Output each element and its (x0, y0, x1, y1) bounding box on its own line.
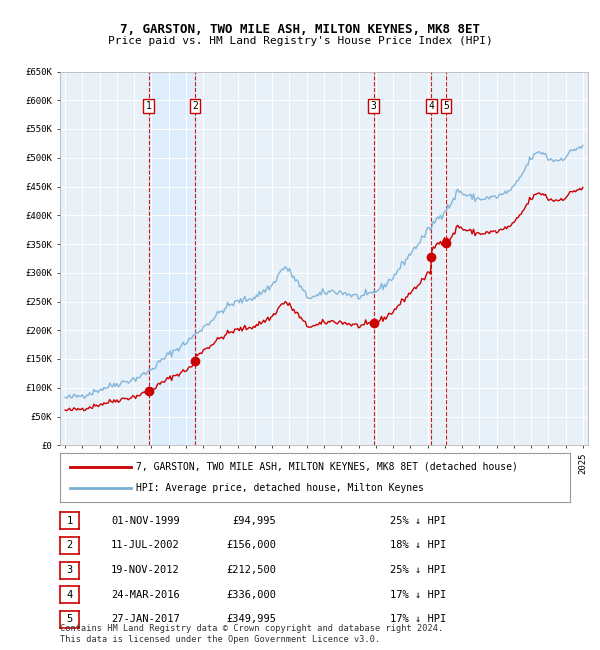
Text: 2: 2 (67, 540, 73, 551)
Text: £156,000: £156,000 (226, 540, 276, 551)
Bar (149, 72, 195, 445)
Text: 27-JAN-2017: 27-JAN-2017 (111, 614, 180, 625)
Text: 1: 1 (146, 101, 151, 111)
Text: 25% ↓ HPI: 25% ↓ HPI (390, 515, 446, 526)
Text: 19-NOV-2012: 19-NOV-2012 (111, 565, 180, 575)
Text: £336,000: £336,000 (226, 590, 276, 600)
Text: £349,995: £349,995 (226, 614, 276, 625)
Text: 24-MAR-2016: 24-MAR-2016 (111, 590, 180, 600)
Text: 17% ↓ HPI: 17% ↓ HPI (390, 614, 446, 625)
Text: Price paid vs. HM Land Registry's House Price Index (HPI): Price paid vs. HM Land Registry's House … (107, 36, 493, 46)
Text: 3: 3 (67, 565, 73, 575)
Text: 4: 4 (428, 101, 434, 111)
Text: 2: 2 (192, 101, 198, 111)
Text: 5: 5 (443, 101, 449, 111)
Text: 17% ↓ HPI: 17% ↓ HPI (390, 590, 446, 600)
Text: 3: 3 (371, 101, 377, 111)
Text: Contains HM Land Registry data © Crown copyright and database right 2024.
This d: Contains HM Land Registry data © Crown c… (60, 624, 443, 644)
Text: 1: 1 (67, 515, 73, 526)
Text: 18% ↓ HPI: 18% ↓ HPI (390, 540, 446, 551)
Text: 4: 4 (67, 590, 73, 600)
Text: 7, GARSTON, TWO MILE ASH, MILTON KEYNES, MK8 8ET: 7, GARSTON, TWO MILE ASH, MILTON KEYNES,… (120, 23, 480, 36)
Text: £94,995: £94,995 (232, 515, 276, 526)
Text: £212,500: £212,500 (226, 565, 276, 575)
Text: HPI: Average price, detached house, Milton Keynes: HPI: Average price, detached house, Milt… (137, 483, 424, 493)
Text: 25% ↓ HPI: 25% ↓ HPI (390, 565, 446, 575)
Text: 01-NOV-1999: 01-NOV-1999 (111, 515, 180, 526)
Text: 11-JUL-2002: 11-JUL-2002 (111, 540, 180, 551)
Text: 5: 5 (67, 614, 73, 625)
Text: 7, GARSTON, TWO MILE ASH, MILTON KEYNES, MK8 8ET (detached house): 7, GARSTON, TWO MILE ASH, MILTON KEYNES,… (137, 462, 518, 472)
